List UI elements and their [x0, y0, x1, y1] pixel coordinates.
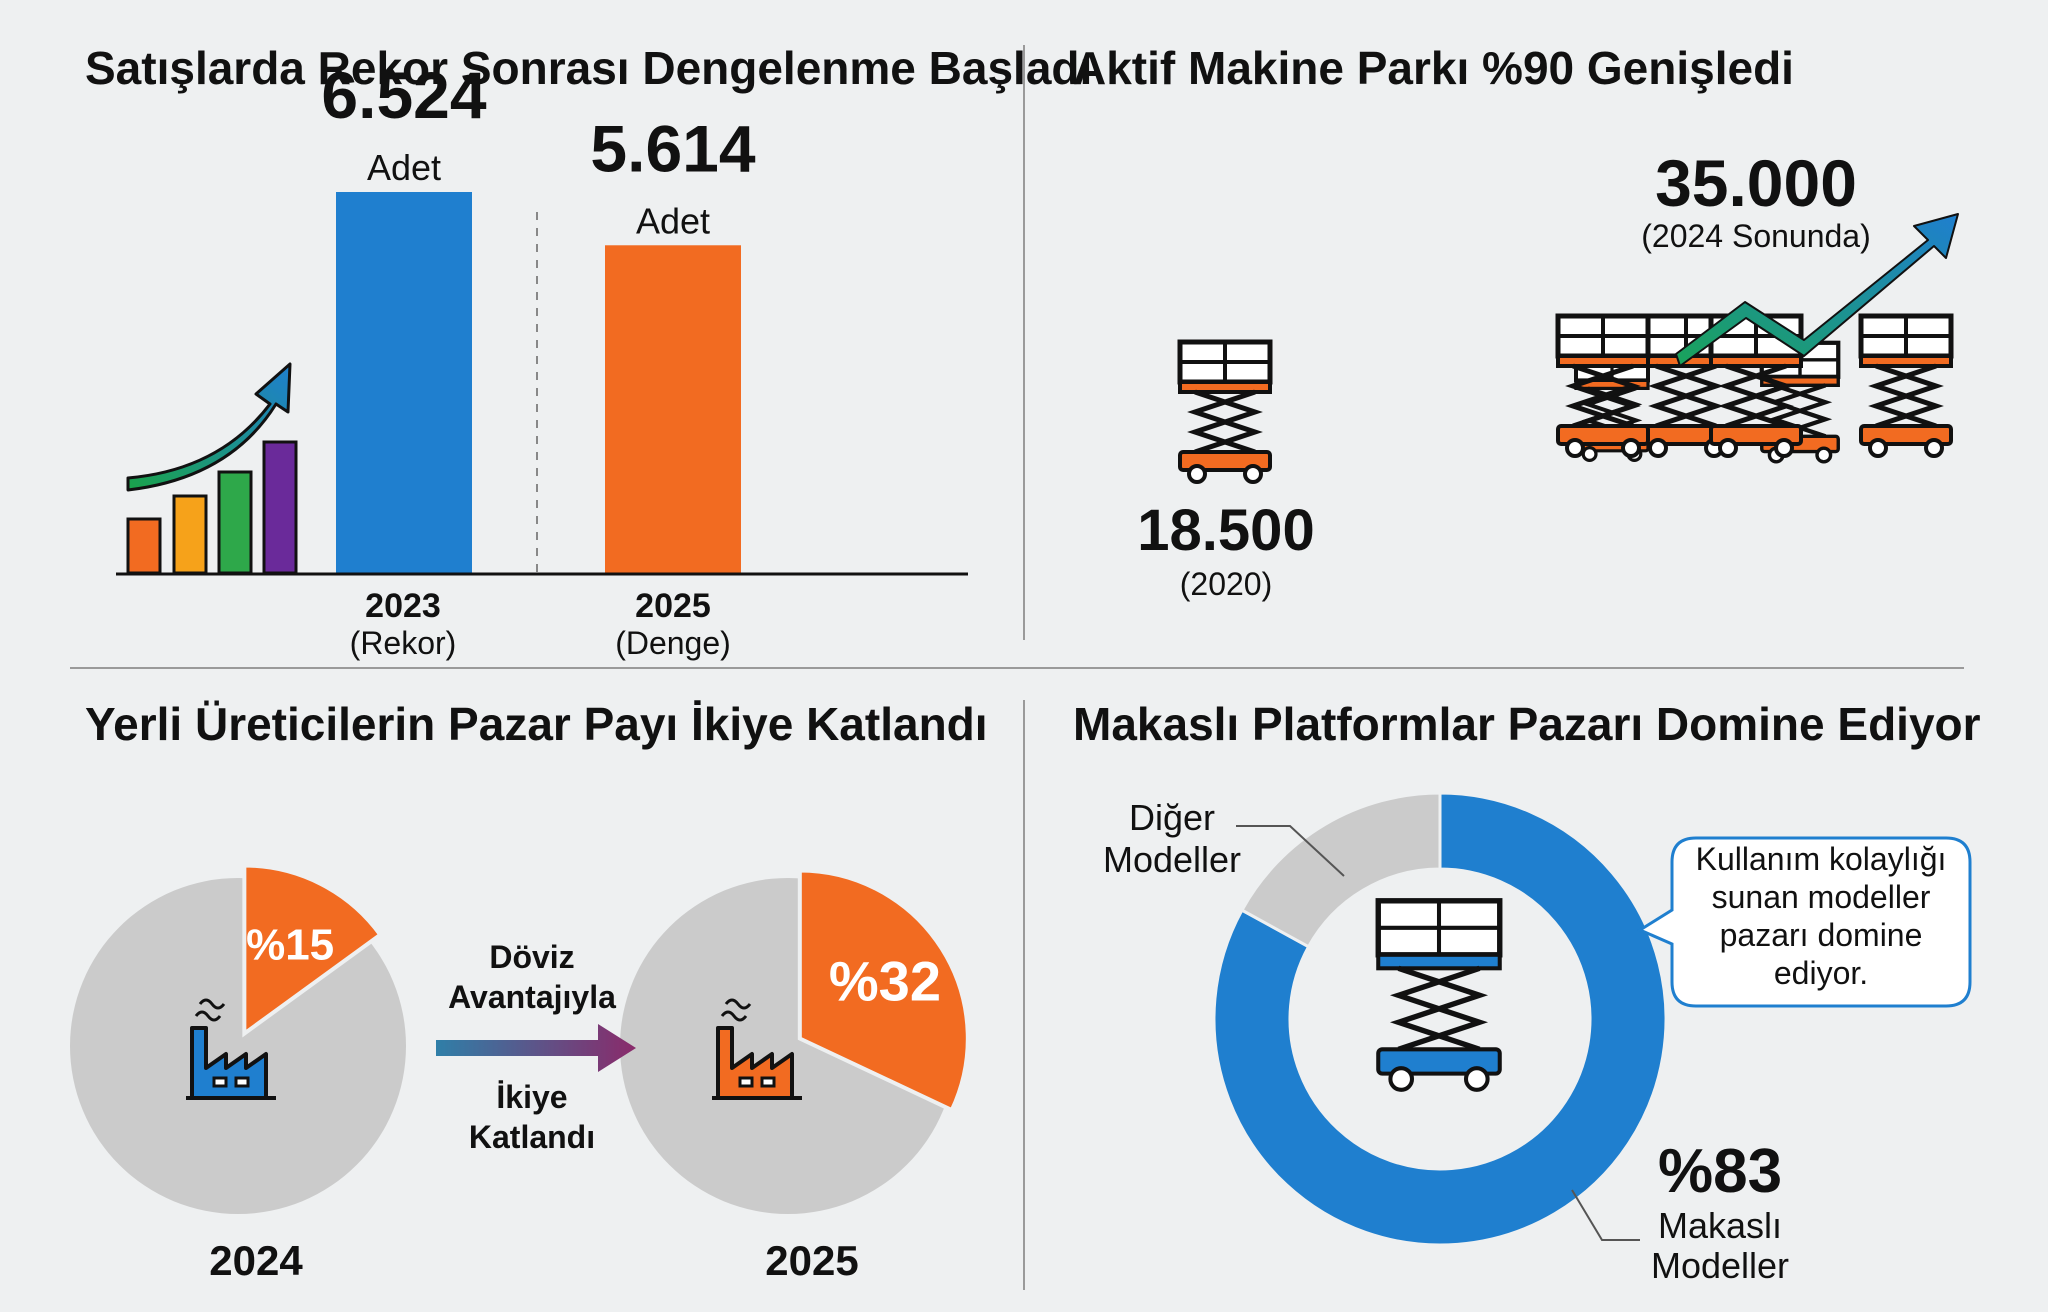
scissor-lift-icon-2020 [1180, 342, 1270, 482]
bar-2023 [336, 192, 472, 574]
callout-line-1: Kullanım kolaylığı [1696, 841, 1947, 877]
callout-bubble [1636, 836, 1972, 1008]
doubling-arrow [436, 1024, 636, 1072]
other-label-2: Modeller [1103, 839, 1241, 880]
scissor-lift-icon [1375, 898, 1503, 1092]
panel-local-share: Yerli Üreticilerin Pazar Payı İkiye Katl… [70, 698, 988, 1284]
panel-machine-park: Aktif Makine Parkı %90 Genişledi 18.500 … [1073, 42, 1959, 602]
scissor-label-2: Modeller [1651, 1245, 1789, 1286]
category-note-2023: (Rekor) [350, 625, 457, 661]
scissor-label-1: Makaslı [1658, 1205, 1782, 1246]
arrow-text-bottom-2: Katlandı [469, 1119, 595, 1155]
sales-title: Satışlarda Rekor Sonrası Dengelenme Başl… [85, 42, 1092, 94]
callout-line-4: ediyor. [1774, 955, 1868, 991]
category-label-2020: (2020) [1180, 566, 1273, 602]
value-label-2023: 6.524 [321, 58, 486, 132]
value-label-2020: 18.500 [1137, 498, 1314, 563]
pie-2025-slice [797, 868, 970, 1113]
pie-2024-slice [242, 863, 384, 1038]
value-label-2025: 5.614 [590, 111, 755, 185]
pie-2025-slice-label: %32 [829, 949, 941, 1012]
panel-sales: Satışlarda Rekor Sonrası Dengelenme Başl… [85, 42, 1092, 661]
arrow-text-bottom-1: İkiye [496, 1079, 567, 1115]
category-label-2025: 2025 [635, 587, 711, 625]
donut-other-segment [1239, 791, 1442, 949]
bar-2025 [605, 245, 741, 574]
pie-2024-slice-label: %15 [246, 921, 334, 970]
category-note-2025: (Denge) [615, 625, 731, 661]
value-label-2024: 35.000 [1655, 146, 1857, 220]
arrow-text-top-1: Döviz [489, 939, 574, 975]
callout-line-3: pazarı domine [1720, 917, 1923, 953]
donut-scissor-segment [1212, 791, 1668, 1247]
pie-2025-label: 2025 [765, 1237, 858, 1284]
growth-arrow [1675, 213, 1959, 367]
growth-icon [126, 362, 298, 575]
unit-label-2025: Adet [636, 200, 710, 241]
scissor-value-label: %83 [1658, 1137, 1782, 1206]
other-leader-line [1236, 825, 1345, 877]
scissor-share-title: Makaslı Platformlar Pazarı Domine Ediyor [1073, 698, 1981, 750]
callout-line-2: sunan modeller [1712, 879, 1931, 915]
pie-2024-label: 2024 [209, 1237, 303, 1284]
category-label-2024: (2024 Sonunda) [1641, 218, 1871, 254]
scissor-leader-line [1571, 1189, 1640, 1241]
machine-park-title: Aktif Makine Parkı %90 Genişledi [1073, 42, 1794, 94]
scissor-lift-fleet-icon [1558, 316, 1951, 462]
unit-label-2023: Adet [367, 147, 441, 188]
local-share-title: Yerli Üreticilerin Pazar Payı İkiye Katl… [85, 698, 988, 750]
category-label-2023: 2023 [365, 587, 441, 625]
panel-scissor-share: Makaslı Platformlar Pazarı Domine Ediyor… [1073, 698, 1981, 1286]
other-label-1: Diğer [1129, 797, 1215, 838]
arrow-text-top-2: Avantajıyla [448, 979, 616, 1015]
